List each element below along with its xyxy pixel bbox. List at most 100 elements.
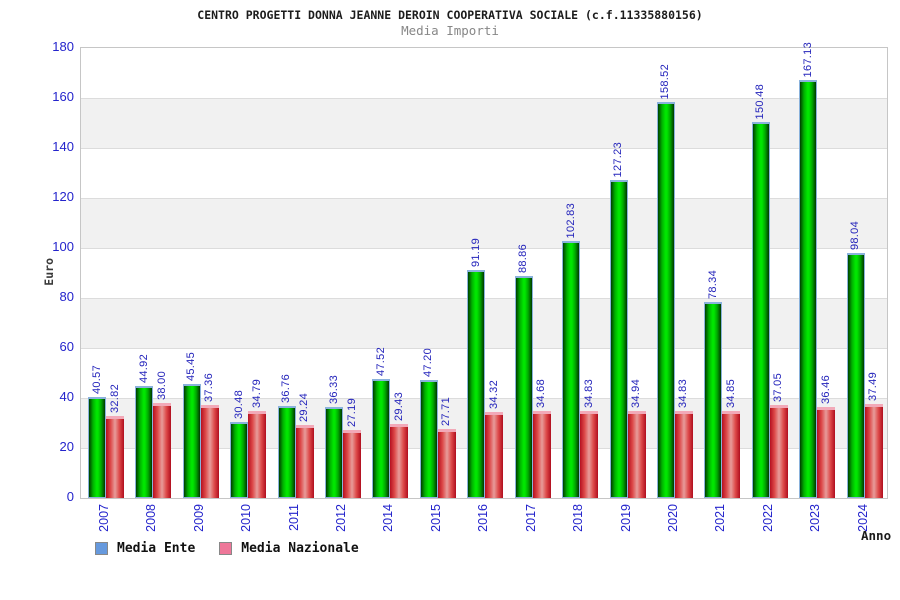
bar-value-label-media-ente-2012: 36.33 xyxy=(327,374,340,404)
x-tick-label-2008: 2008 xyxy=(144,504,159,532)
y-axis-title: Euro xyxy=(42,258,56,286)
x-tick-label-2012: 2012 xyxy=(334,504,349,532)
gridline-160 xyxy=(81,98,887,99)
bar-media-nazionale-2016 xyxy=(485,412,504,498)
bar-media-nazionale-2021 xyxy=(722,411,741,498)
bar-value-label-media-ente-2017: 88.86 xyxy=(517,243,530,273)
legend-swatch-media-nazionale xyxy=(219,542,233,555)
bar-media-ente-2010 xyxy=(230,422,249,498)
bar-value-label-media-nazionale-2019: 34.94 xyxy=(630,378,643,408)
gridline-100 xyxy=(81,248,887,249)
bar-media-ente-2012 xyxy=(325,407,344,498)
x-tick-label-2020: 2020 xyxy=(665,504,680,532)
bar-value-label-media-nazionale-2023: 36.46 xyxy=(819,374,832,404)
bar-media-nazionale-2018 xyxy=(580,411,599,498)
bar-media-nazionale-2010 xyxy=(248,411,267,498)
x-tick-label-2021: 2021 xyxy=(713,504,728,532)
bar-media-ente-2021 xyxy=(704,302,723,498)
x-tick-label-2018: 2018 xyxy=(571,504,586,532)
bar-media-nazionale-2024 xyxy=(864,404,883,498)
x-tick-label-2023: 2023 xyxy=(808,504,823,532)
bar-media-nazionale-2014 xyxy=(390,424,409,498)
bar-value-label-media-ente-2015: 47.20 xyxy=(422,347,435,377)
bar-value-label-media-nazionale-2015: 27.71 xyxy=(440,396,453,426)
legend-label-media-nazionale: Media Nazionale xyxy=(241,541,359,556)
bar-media-nazionale-2019 xyxy=(627,411,646,498)
bar-media-ente-2016 xyxy=(467,270,486,498)
bar-media-nazionale-2007 xyxy=(106,416,124,498)
x-tick-label-2010: 2010 xyxy=(239,504,254,532)
y-tick-label-120: 120 xyxy=(52,189,74,204)
x-tick-label-2017: 2017 xyxy=(523,504,538,532)
y-tick-label-160: 160 xyxy=(52,89,74,104)
x-tick-label-2014: 2014 xyxy=(381,504,396,532)
bar-media-ente-2015 xyxy=(419,380,438,498)
bar-value-label-media-ente-2009: 45.45 xyxy=(185,351,198,381)
bar-value-label-media-nazionale-2007: 32.82 xyxy=(108,383,121,413)
bar-media-ente-2014 xyxy=(372,379,391,498)
bar-value-label-media-nazionale-2017: 34.68 xyxy=(535,378,548,408)
legend-swatch-media-ente xyxy=(95,542,108,555)
x-tick-label-2015: 2015 xyxy=(428,504,443,532)
bar-media-nazionale-2022 xyxy=(769,405,788,498)
bar-value-label-media-ente-2024: 98.04 xyxy=(849,220,862,250)
x-axis-title: Anno xyxy=(861,528,892,543)
y-tick-label-180: 180 xyxy=(52,39,74,54)
bar-value-label-media-ente-2019: 127.23 xyxy=(612,141,625,177)
bar-value-label-media-nazionale-2008: 38.00 xyxy=(155,370,168,400)
y-tick-label-60: 60 xyxy=(59,339,74,354)
bar-value-label-media-ente-2020: 158.52 xyxy=(659,63,672,99)
bar-value-label-media-ente-2022: 150.48 xyxy=(754,83,767,119)
y-tick-label-80: 80 xyxy=(59,289,74,304)
bar-media-nazionale-2023 xyxy=(817,407,836,498)
y-tick-label-40: 40 xyxy=(59,389,74,404)
bar-value-label-media-nazionale-2018: 34.83 xyxy=(582,378,595,408)
y-tick-label-140: 140 xyxy=(52,139,74,154)
bar-media-nazionale-2015 xyxy=(437,429,456,498)
x-tick-label-2011: 2011 xyxy=(286,504,301,531)
bar-media-nazionale-2017 xyxy=(532,411,551,498)
y-tick-label-100: 100 xyxy=(52,239,74,254)
x-tick-label-2007: 2007 xyxy=(97,504,111,532)
bar-value-label-media-ente-2023: 167.13 xyxy=(801,41,814,77)
bar-media-ente-2023 xyxy=(799,80,818,498)
bar-media-ente-2024 xyxy=(846,253,865,498)
bar-value-label-media-nazionale-2012: 27.19 xyxy=(345,397,358,427)
y-tick-label-20: 20 xyxy=(59,439,74,454)
bar-media-nazionale-2008 xyxy=(153,403,172,498)
legend: Media Ente Media Nazionale xyxy=(95,541,359,556)
bar-value-label-media-nazionale-2020: 34.83 xyxy=(677,378,690,408)
gridline-140 xyxy=(81,148,887,149)
bar-value-label-media-nazionale-2016: 34.32 xyxy=(487,379,500,409)
bar-value-label-media-nazionale-2010: 34.79 xyxy=(250,378,263,408)
bar-value-label-media-ente-2014: 47.52 xyxy=(374,346,387,376)
bar-value-label-media-ente-2016: 91.19 xyxy=(469,237,482,267)
bar-value-label-media-nazionale-2024: 37.49 xyxy=(867,371,880,401)
bar-media-nazionale-2011 xyxy=(295,425,314,498)
bar-media-ente-2007 xyxy=(88,397,106,498)
x-tick-label-2019: 2019 xyxy=(618,504,633,532)
chart-title: CENTRO PROGETTI DONNA JEANNE DEROIN COOP… xyxy=(197,8,703,22)
bar-value-label-media-nazionale-2022: 37.05 xyxy=(772,372,785,402)
bar-media-ente-2008 xyxy=(135,386,154,498)
bar-media-ente-2022 xyxy=(751,122,770,498)
gridline-120 xyxy=(81,198,887,199)
bar-media-ente-2017 xyxy=(514,276,533,498)
bar-value-label-media-nazionale-2009: 37.36 xyxy=(203,372,216,402)
bar-media-nazionale-2009 xyxy=(200,405,219,498)
bar-media-ente-2011 xyxy=(277,406,296,498)
bar-value-label-media-nazionale-2011: 29.24 xyxy=(298,392,311,422)
y-tick-label-0: 0 xyxy=(66,489,74,504)
x-tick-label-2009: 2009 xyxy=(191,504,206,532)
x-tick-label-2016: 2016 xyxy=(476,504,491,532)
bar-value-label-media-nazionale-2021: 34.85 xyxy=(724,378,737,408)
bar-media-ente-2009 xyxy=(182,384,201,498)
legend-label-media-ente: Media Ente xyxy=(117,541,196,556)
bar-media-nazionale-2020 xyxy=(674,411,693,498)
bar-value-label-media-ente-2007: 40.57 xyxy=(90,364,103,394)
bar-value-label-media-ente-2008: 44.92 xyxy=(137,353,150,383)
bar-media-ente-2019 xyxy=(609,180,628,498)
chart-subtitle: Media Importi xyxy=(401,23,499,38)
bar-value-label-media-ente-2011: 36.76 xyxy=(280,373,293,403)
bar-media-ente-2018 xyxy=(562,241,581,498)
